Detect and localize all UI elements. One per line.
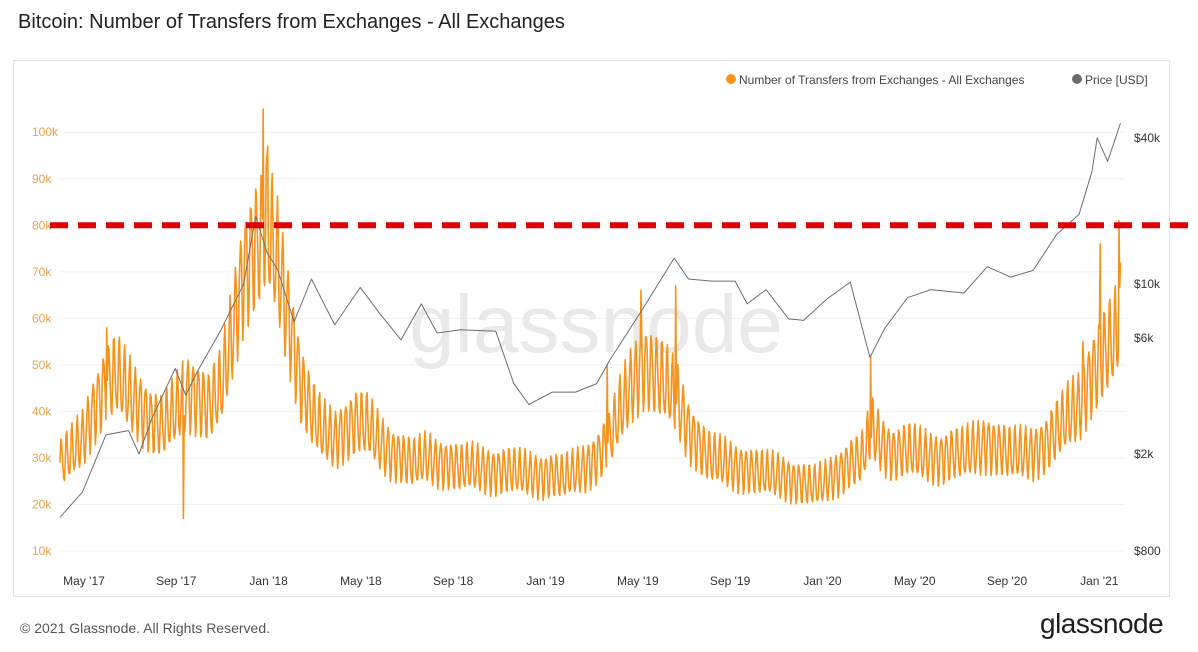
x-tick-label: Sep '18: [433, 574, 474, 588]
y-left-tick-label: 80k: [32, 218, 52, 232]
y-left-tick-label: 30k: [32, 451, 52, 465]
plot-area: [59, 108, 1122, 520]
y-axis-right: $800 $2k $6k $10k $40k: [1134, 131, 1161, 558]
legend: Number of Transfers from Exchanges - All…: [726, 73, 1148, 87]
y-right-tick-label: $6k: [1134, 331, 1154, 345]
x-tick-label: May '18: [340, 574, 382, 588]
x-tick-label: May '17: [63, 574, 105, 588]
y-left-tick-label: 90k: [32, 172, 52, 186]
legend-marker-transfers: [726, 74, 736, 84]
y-right-tick-label: $40k: [1134, 131, 1161, 145]
y-right-tick-label: $800: [1134, 544, 1161, 558]
chart: glassnode 10k 20k 30k 40k 50k 60k 70k 80k 90k 100…: [32, 73, 1198, 588]
y-right-tick-label: $10k: [1134, 277, 1161, 291]
y-left-tick-label: 50k: [32, 358, 52, 372]
glassnode-logo: glassnode: [1040, 608, 1164, 639]
x-tick-label: Jan '21: [1080, 574, 1119, 588]
x-tick-label: May '19: [617, 574, 659, 588]
y-left-tick-label: 70k: [32, 265, 52, 279]
legend-marker-price: [1072, 74, 1082, 84]
y-left-tick-label: 10k: [32, 544, 52, 558]
chart-frame: [13, 60, 1170, 597]
x-tick-label: Sep '20: [987, 574, 1028, 588]
price-line: [59, 122, 1121, 518]
copyright-text: © 2021 Glassnode. All Rights Reserved.: [20, 620, 271, 636]
y-axis-left: 10k 20k 30k 40k 50k 60k 70k 80k 90k 100k: [32, 125, 59, 558]
watermark: glassnode: [409, 279, 783, 370]
transfers-line: [59, 108, 1122, 520]
x-tick-label: Sep '19: [710, 574, 751, 588]
x-tick-label: May '20: [894, 574, 936, 588]
x-tick-label: Jan '18: [249, 574, 288, 588]
x-axis: May '17 Sep '17 Jan '18 May '18 Sep '18 Jan '…: [63, 574, 1119, 588]
legend-label-price: Price [USD]: [1085, 73, 1148, 87]
x-tick-label: Jan '19: [526, 574, 565, 588]
legend-label-transfers: Number of Transfers from Exchanges - All…: [739, 73, 1024, 87]
y-left-tick-label: 60k: [32, 311, 52, 325]
y-left-tick-label: 40k: [32, 404, 52, 418]
y-right-tick-label: $2k: [1134, 447, 1154, 461]
y-left-tick-label: 100k: [32, 125, 59, 139]
page-title: Bitcoin: Number of Transfers from Exchan…: [18, 11, 565, 33]
y-left-tick-label: 20k: [32, 498, 52, 512]
x-tick-label: Sep '17: [156, 574, 197, 588]
x-tick-label: Jan '20: [803, 574, 842, 588]
